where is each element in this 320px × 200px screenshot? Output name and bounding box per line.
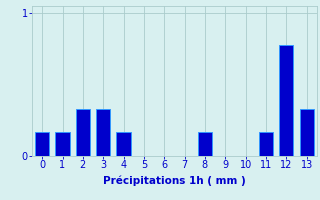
Bar — [259, 132, 273, 156]
Bar — [35, 132, 49, 156]
Bar — [76, 109, 90, 156]
Bar — [300, 109, 314, 156]
Bar — [96, 109, 110, 156]
Bar — [116, 132, 131, 156]
Bar — [279, 45, 293, 156]
X-axis label: Précipitations 1h ( mm ): Précipitations 1h ( mm ) — [103, 176, 246, 186]
Bar — [55, 132, 70, 156]
Bar — [198, 132, 212, 156]
